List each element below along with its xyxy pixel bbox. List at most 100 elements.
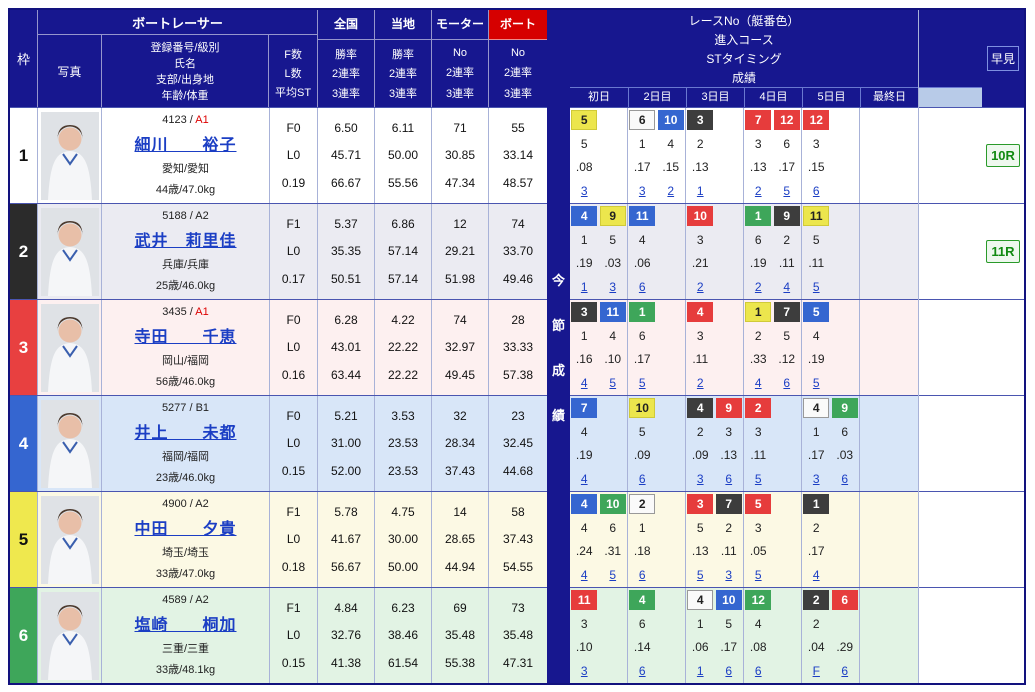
- race-number-cell: [831, 492, 860, 516]
- finish-link[interactable]: 3: [580, 184, 588, 199]
- finish-link[interactable]: 6: [783, 376, 791, 391]
- race-number-row: [860, 396, 918, 420]
- finish-link[interactable]: 5: [812, 280, 820, 295]
- finish-link[interactable]: 5: [783, 184, 791, 199]
- finish-cell: [657, 467, 686, 491]
- sub-label: 勝率: [335, 48, 357, 61]
- finish-link[interactable]: 4: [754, 376, 762, 391]
- course-value: 2: [696, 136, 704, 151]
- course-value: [773, 420, 802, 444]
- racer-photo[interactable]: [38, 396, 102, 491]
- course-row: 1: [628, 516, 685, 540]
- finish-link[interactable]: 2: [667, 184, 675, 199]
- finish-link[interactable]: 4: [580, 472, 588, 487]
- avg-st-value: 0.19: [281, 176, 306, 191]
- racer-photo[interactable]: [38, 300, 102, 395]
- day-results: 2 1 .18 6: [628, 492, 686, 587]
- st-value: [773, 636, 802, 660]
- finish-link[interactable]: 5: [609, 376, 617, 391]
- racer-name-link[interactable]: 井上 未都: [134, 425, 237, 443]
- finish-link[interactable]: 3: [638, 184, 646, 199]
- racer-name-link[interactable]: 寺田 千恵: [134, 329, 237, 347]
- finish-link[interactable]: 4: [580, 568, 588, 583]
- col-header-age-weight: 年齢/体重: [161, 90, 209, 102]
- racer-name-link[interactable]: 細川 裕子: [134, 137, 237, 155]
- finish-row: 6: [628, 275, 685, 299]
- finish-link[interactable]: 6: [754, 664, 762, 679]
- racer-name-link[interactable]: 武井 莉里佳: [134, 233, 237, 251]
- finish-link[interactable]: 6: [638, 664, 646, 679]
- hayami-race-link[interactable]: 10R: [986, 144, 1020, 167]
- quick-view-header: 早見: [982, 10, 1024, 107]
- finish-link[interactable]: 6: [841, 664, 849, 679]
- col-header-branch: 支部/出身地: [155, 74, 214, 86]
- finish-link[interactable]: 2: [754, 280, 762, 295]
- stat-value: 33.70: [502, 244, 534, 259]
- race-number-cell: 4: [686, 300, 715, 324]
- finish-link[interactable]: 4: [580, 376, 588, 391]
- race-number-chip: 4: [687, 397, 714, 418]
- finish-link[interactable]: 2: [754, 184, 762, 199]
- st-row: .33 .12: [744, 348, 801, 372]
- racer-photo[interactable]: [38, 108, 102, 203]
- finish-row: 2: [686, 371, 743, 395]
- finish-link[interactable]: 6: [638, 568, 646, 583]
- col-header-fl-st: F数 L数 平均ST: [269, 35, 317, 107]
- finish-link[interactable]: 5: [696, 568, 704, 583]
- racer-photo[interactable]: [38, 204, 102, 299]
- finish-link[interactable]: 2: [696, 376, 704, 391]
- course-value: 3: [754, 424, 762, 439]
- stat-value: 29.21: [444, 244, 476, 259]
- finish-link[interactable]: 6: [725, 664, 733, 679]
- finish-link[interactable]: 4: [812, 568, 820, 583]
- finish-link[interactable]: 5: [812, 376, 820, 391]
- finish-link[interactable]: 1: [580, 280, 588, 295]
- finish-link[interactable]: 5: [609, 568, 617, 583]
- finish-link[interactable]: 3: [696, 472, 704, 487]
- reg-grade-separator: /: [186, 594, 196, 607]
- finish-link[interactable]: 5: [638, 376, 646, 391]
- finish-link[interactable]: 1: [696, 184, 704, 199]
- photo-placeholder-icon: [40, 495, 99, 584]
- finish-link[interactable]: 1: [696, 664, 704, 679]
- local-stats: 6.11 50.00 55.56: [375, 108, 432, 203]
- race-number-cell: 1: [628, 300, 657, 324]
- finish-link[interactable]: 6: [638, 280, 646, 295]
- finish-link[interactable]: 4: [783, 280, 791, 295]
- finish-cell: 6: [802, 179, 831, 203]
- finish-link[interactable]: 3: [609, 280, 617, 295]
- finish-link[interactable]: 6: [638, 472, 646, 487]
- finish-link[interactable]: 6: [812, 184, 820, 199]
- race-number-cell: [657, 300, 686, 324]
- course-row: 3: [686, 228, 743, 252]
- st-value: [715, 156, 744, 180]
- boat-stats: 74 33.70 49.46: [489, 204, 547, 299]
- finish-link[interactable]: 3: [580, 664, 588, 679]
- course-value: 4: [580, 520, 588, 535]
- racer-photo[interactable]: [38, 492, 102, 587]
- st-value: [599, 444, 628, 468]
- race-number-chip: 12: [773, 109, 800, 130]
- st-row: .08: [570, 156, 627, 180]
- finish-link[interactable]: 5: [754, 472, 762, 487]
- course-value: 6: [754, 232, 762, 247]
- course-value: 2: [812, 616, 820, 631]
- finish-link[interactable]: 6: [841, 472, 849, 487]
- racer-age-weight: 33歳/47.0kg: [155, 567, 216, 580]
- finish-link[interactable]: F: [812, 664, 820, 679]
- strip-char: 節: [551, 317, 565, 333]
- finish-link[interactable]: 6: [725, 472, 733, 487]
- hayami-race-link[interactable]: 11R: [986, 240, 1020, 263]
- finish-cell: 6: [744, 659, 773, 683]
- racer-name-link[interactable]: 塩崎 桐加: [134, 617, 237, 635]
- racer-photo[interactable]: [38, 588, 102, 683]
- racer-name-link[interactable]: 中田 夕貴: [134, 521, 237, 539]
- finish-link[interactable]: 3: [725, 568, 733, 583]
- finish-link[interactable]: 5: [754, 568, 762, 583]
- finish-link[interactable]: 3: [812, 472, 820, 487]
- gap-body: [919, 107, 982, 683]
- finish-link[interactable]: 2: [696, 280, 704, 295]
